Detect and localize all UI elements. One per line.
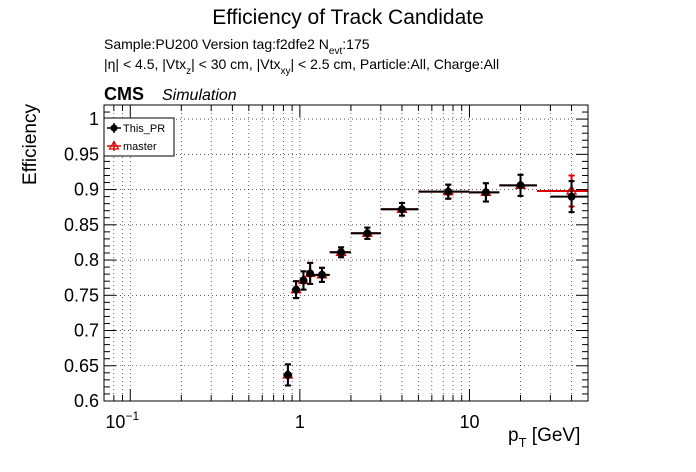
data-series	[282, 173, 588, 387]
data-point	[317, 270, 326, 279]
legend-master-marker	[108, 140, 120, 150]
axes: 0.6 0.65 0.7 0.75 0.8 0.85 0.9 0.95 1 10−1 1 10	[64, 104, 588, 432]
data-point	[567, 192, 576, 201]
selection-info-sub-xy: xy	[280, 66, 290, 77]
data-point	[337, 248, 346, 257]
legend-box	[103, 117, 175, 157]
data-point	[516, 181, 525, 190]
y-tick-label: 0.95	[64, 144, 99, 164]
legend-master-label: master	[123, 141, 157, 153]
selection-info-sub-z: z	[186, 66, 191, 77]
sample-info-prefix: Sample:PU200 Version tag:f2dfe2 N	[104, 36, 329, 52]
y-axis-label: Efficiency	[20, 104, 41, 185]
data-point	[363, 229, 372, 238]
sample-info-line1: Sample:PU200 Version tag:f2dfe2 Nevt:175	[104, 36, 370, 57]
data-point	[283, 370, 292, 379]
legend-entry-master: master	[107, 140, 157, 153]
data-point	[444, 187, 453, 196]
sample-info-nevt-sub: evt	[329, 46, 343, 57]
legend-entry-this-pr: This_PR	[107, 123, 165, 135]
data-point	[306, 269, 315, 278]
data-point	[292, 285, 301, 294]
cms-label: CMS	[104, 84, 144, 104]
y-tick-label: 0.85	[64, 215, 99, 235]
x-tick-label: 10−1	[105, 409, 139, 432]
legend: This_PR master	[103, 117, 175, 157]
chart-title: Efficiency of Track Candidate	[212, 6, 484, 29]
selection-info-b: | < 30 cm, |Vtx	[191, 56, 280, 72]
series-this-pr	[283, 173, 588, 387]
selection-info-c: | < 2.5 cm, Particle:All, Charge:All	[290, 56, 499, 72]
data-point	[397, 205, 406, 214]
x-axis-label-main: p	[508, 425, 519, 446]
x-axis-label: pT [GeV]	[508, 425, 580, 450]
x-tick-label: 10	[459, 412, 479, 432]
y-tick-label: 0.65	[64, 356, 99, 376]
x-axis-label-unit: [GeV]	[527, 425, 581, 446]
legend-this-pr-label: This_PR	[123, 123, 165, 135]
y-tick-label: 0.9	[74, 180, 99, 200]
data-point	[481, 188, 490, 197]
legend-this-pr-marker	[110, 124, 118, 132]
y-tick-label: 0.7	[74, 321, 99, 341]
y-tick-label: 0.75	[64, 285, 99, 305]
simulation-label: Simulation	[162, 87, 237, 104]
y-tick-label: 1	[89, 109, 99, 129]
x-axis-label-sub: T	[519, 435, 527, 450]
x-tick-label: 1	[295, 412, 305, 432]
sample-info-suffix: :175	[342, 36, 369, 52]
selection-info-line2: |η| < 4.5, |Vtxz| < 30 cm, |Vtxxy| < 2.5…	[104, 56, 499, 77]
y-tick-label: 0.6	[74, 391, 99, 411]
plot-frame	[103, 104, 589, 402]
y-tick-label: 0.8	[74, 250, 99, 270]
data-point	[299, 276, 308, 285]
selection-info-a: |η| < 4.5, |Vtx	[104, 56, 186, 72]
